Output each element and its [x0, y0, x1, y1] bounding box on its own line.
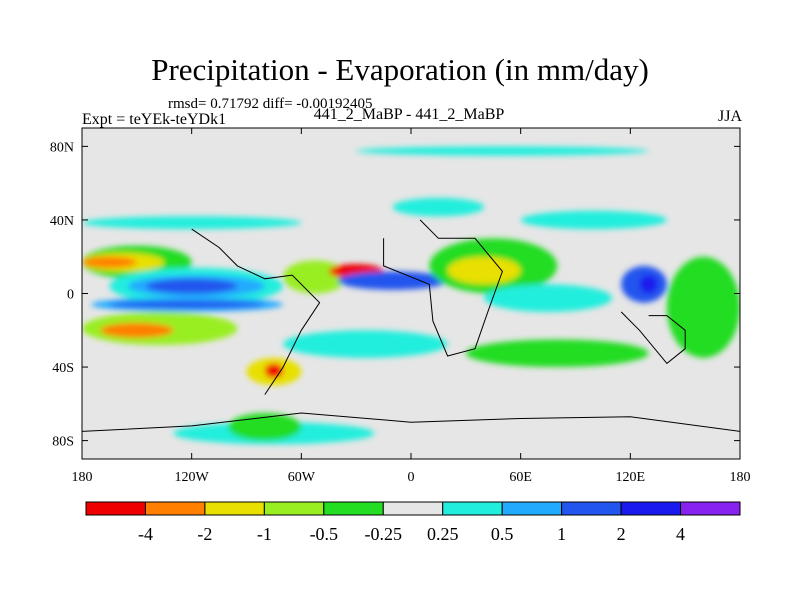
colorbar-label: 2: [617, 524, 626, 544]
region-africa-wet: [447, 256, 521, 285]
region-amazon-dry: [283, 260, 348, 294]
colorbar-swatch: [382, 501, 444, 516]
x-tick-label: 180: [730, 470, 751, 485]
case-label: 441_2_MaBP - 441_2_MaBP: [313, 106, 505, 123]
y-tick-label: 40S: [52, 361, 74, 376]
colorbar-label: 0.5: [491, 524, 514, 544]
region-spcz: [109, 300, 265, 309]
coastline-2: [620, 311, 686, 365]
colorbar-swatch: [620, 501, 682, 516]
x-tick-label: 60W: [288, 470, 316, 485]
colorbar-swatch: [680, 501, 741, 516]
colorbar-label: 1: [557, 524, 566, 544]
region-npac-positive-band: [82, 216, 302, 230]
colorbar-swatch: [85, 501, 146, 516]
region-subtrop-npac-dry-core: [82, 256, 137, 268]
x-tick-label: 120W: [175, 470, 210, 485]
colorbar-label: -0.25: [365, 524, 403, 544]
coastline-1: [383, 219, 503, 357]
experiment-label: Expt = teYEk-teYDk1: [82, 111, 227, 128]
y-tick-label: 80N: [50, 140, 74, 155]
colorbar-swatch: [561, 501, 622, 516]
x-tick-label: 180: [72, 470, 93, 485]
region-s-atlantic-band: [283, 330, 448, 358]
region-indian-ocean: [484, 284, 613, 312]
x-tick-label: 60E: [509, 470, 532, 485]
y-tick-label: 80S: [52, 435, 74, 450]
colorbar-swatch: [501, 501, 563, 516]
colorbar-label: -1: [257, 524, 272, 544]
colorbar-swatch: [323, 501, 384, 516]
colorbar-swatch: [263, 501, 325, 516]
colorbar-label: 0.25: [427, 524, 459, 544]
colorbar-swatch: [204, 501, 265, 516]
coastline-0: [191, 228, 321, 395]
season-label: JJA: [717, 108, 742, 125]
x-tick-label: 120E: [616, 470, 646, 485]
colorbar-swatch: [442, 501, 503, 516]
colorbar-label: 4: [676, 524, 685, 544]
region-e-pacific-wet: [666, 256, 740, 358]
region-eurasia-positive: [520, 210, 667, 230]
region-atlantic-itcz: [337, 271, 448, 290]
stats-text: rmsd= 0.71792 diff= -0.00192405: [168, 96, 373, 112]
region-polar-positive-band-north: [356, 146, 649, 156]
region-natl-positive: [392, 197, 485, 217]
coastline-3: [82, 412, 740, 432]
x-tick-label: 0: [408, 470, 415, 485]
colorbar-label: -4: [138, 524, 153, 544]
region-sh-dry-core: [100, 322, 174, 338]
chart-title: Precipitation - Evaporation (in mm/day): [151, 52, 649, 87]
y-tick-label: 40N: [50, 214, 74, 229]
region-w-pacific-core: [639, 275, 658, 294]
y-tick-label: 0: [67, 288, 74, 303]
region-s-indian-wet: [465, 339, 649, 368]
colorbar-label: -0.5: [310, 524, 339, 544]
colorbar-label: -2: [197, 524, 212, 544]
region-itcz-pacific-core: [145, 278, 238, 294]
colorbar-swatch: [144, 501, 206, 516]
